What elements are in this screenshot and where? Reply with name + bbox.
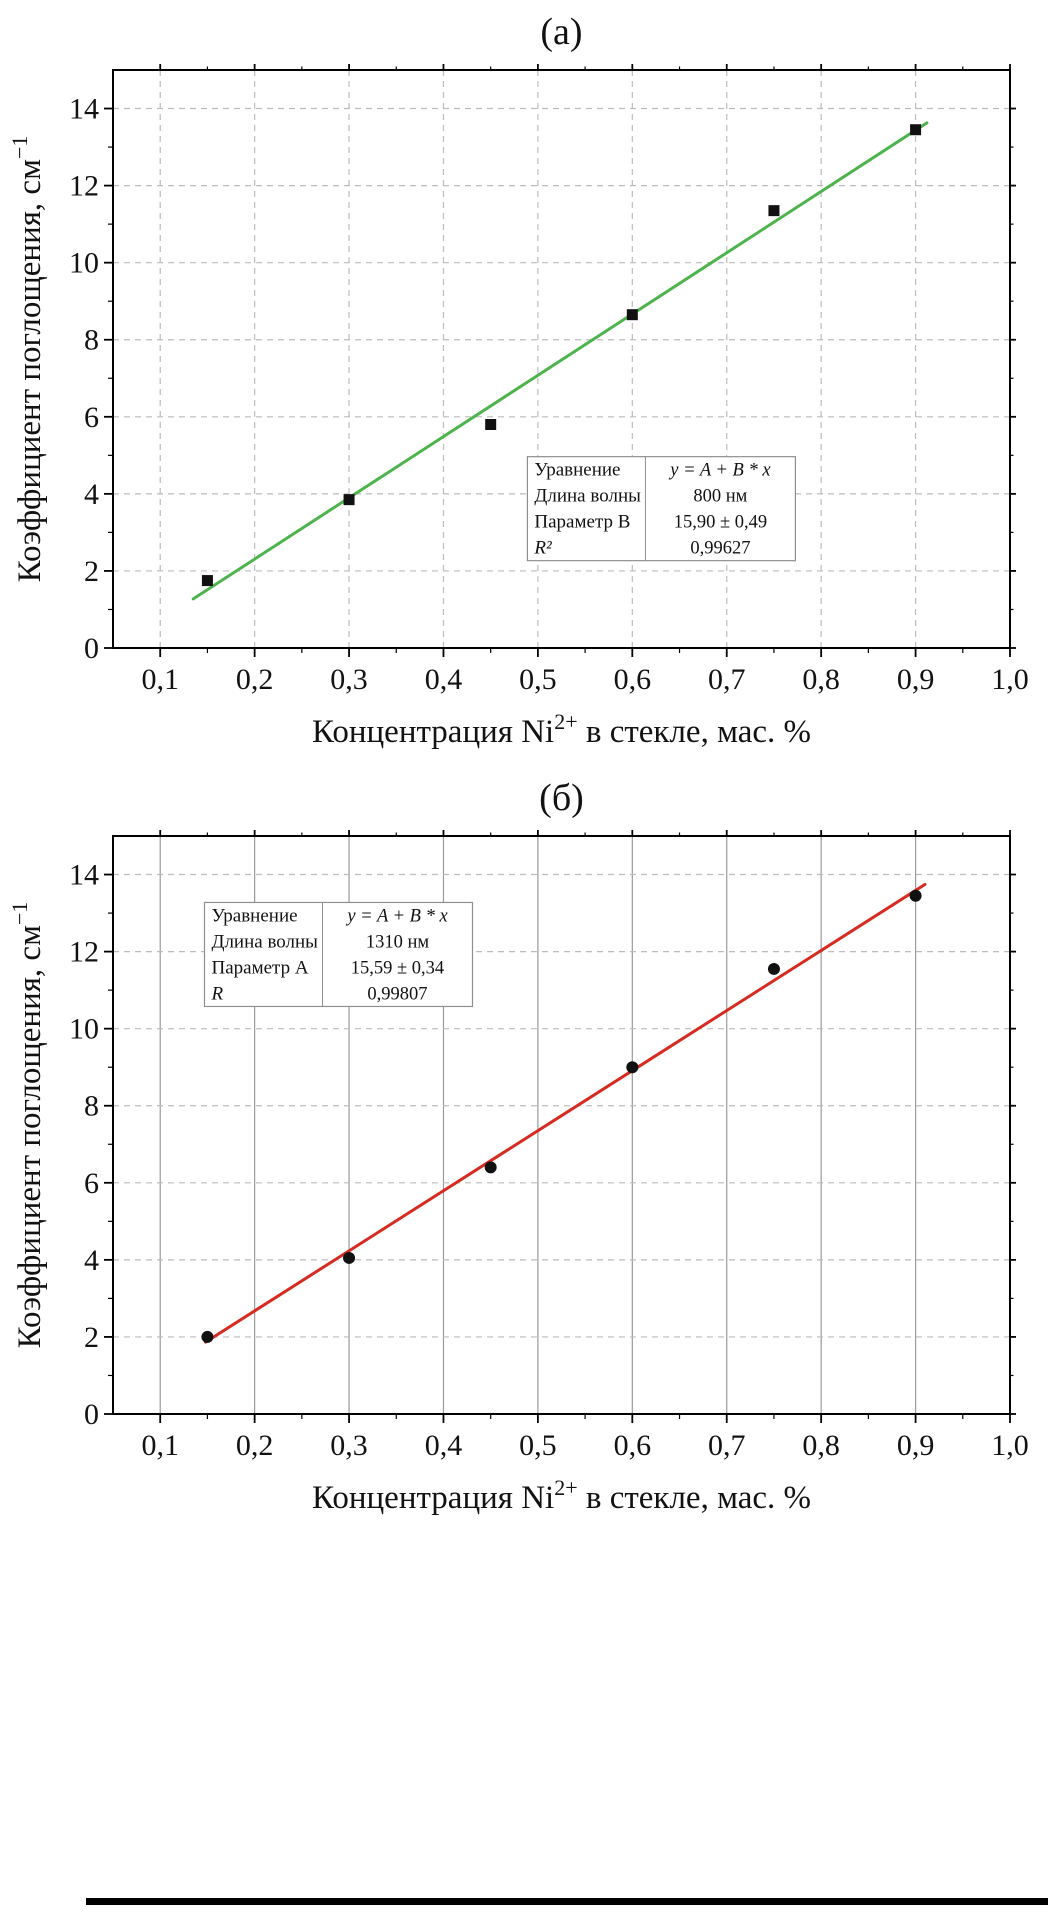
x-tick-label: 0,8: [802, 663, 840, 696]
data-point: [343, 1251, 356, 1264]
data-point: [626, 1061, 639, 1074]
x-tick-label: 0,2: [236, 663, 274, 696]
x-tick-label: 0,1: [141, 663, 179, 696]
data-point: [484, 1161, 497, 1174]
y-tick-label: 6: [84, 401, 99, 434]
inset-row-value: 800 нм: [693, 487, 747, 507]
inset-row-label: R: [210, 983, 223, 1004]
y-tick-label: 2: [84, 1321, 99, 1354]
inset-row-label: Уравнение: [534, 460, 620, 481]
x-tick-label: 0,5: [519, 663, 557, 696]
data-point: [343, 494, 355, 506]
fit-line: [191, 121, 929, 601]
bottom-scan-bar: [86, 1898, 1048, 1905]
y-axis-title: Коэффициент поглощения, см−1: [7, 902, 48, 1349]
data-point: [626, 309, 638, 321]
x-tick-label: 1,0: [991, 1429, 1029, 1462]
data-point: [201, 1330, 214, 1343]
inset-table: [526, 456, 797, 562]
plot-border: [112, 835, 1011, 1415]
y-tick-label: 8: [84, 324, 99, 357]
x-tick-label: 0,7: [708, 663, 746, 696]
y-tick-label: 6: [84, 1167, 99, 1200]
data-point: [485, 419, 497, 431]
y-tick-label: 10: [69, 247, 99, 280]
inset-row-label: Уравнение: [211, 905, 297, 926]
x-tick-label: 1,0: [991, 663, 1029, 696]
x-tick-label: 0,7: [708, 1429, 746, 1462]
inset-row-value: y = A + B * x: [345, 906, 448, 926]
y-tick-label: 14: [69, 93, 99, 126]
inset-row-value: 0,99807: [367, 984, 427, 1004]
inset-row-value: 15,90 ± 0,49: [674, 513, 767, 533]
x-tick-label: 0,9: [897, 663, 935, 696]
x-tick-label: 0,1: [141, 1429, 179, 1462]
y-axis-title: Коэффициент поглощения, см−1: [7, 136, 48, 583]
y-tick-label: 12: [69, 936, 99, 969]
y-tick-label: 2: [84, 555, 99, 588]
data-point: [201, 575, 213, 587]
x-tick-label: 0,6: [614, 663, 652, 696]
panel-title: (а): [540, 11, 582, 53]
x-tick-label: 0,2: [236, 1429, 274, 1462]
x-tick-label: 0,6: [614, 1429, 652, 1462]
inset-row-label: Длина волны: [211, 931, 318, 952]
inset-row-label: Параметр B: [534, 512, 630, 533]
inset-row-value: 1310 нм: [366, 932, 430, 952]
x-tick-label: 0,3: [330, 663, 368, 696]
x-tick-label: 0,4: [425, 663, 463, 696]
x-tick-label: 0,8: [802, 1429, 840, 1462]
y-tick-label: 0: [84, 1398, 99, 1431]
y-tick-label: 4: [84, 1244, 99, 1277]
x-tick-label: 0,9: [897, 1429, 935, 1462]
x-axis-title: Концентрация Ni2+ в стекле, мас. %: [312, 709, 811, 750]
plot-border: [112, 69, 1011, 649]
data-point: [909, 889, 922, 902]
x-tick-label: 0,4: [425, 1429, 463, 1462]
chart-panel-b: 0,1 0,2 0,3 0,4 0,5 0,6 0,7 0,8 0,9 1,0 0 2 4 6 8 10 12 1…: [7, 777, 1029, 1516]
panel-title: (б): [539, 777, 584, 819]
data-point: [767, 962, 780, 975]
inset-row-value: 0,99627: [690, 539, 750, 559]
y-tick-label: 14: [69, 859, 99, 892]
inset-row-label: Параметр A: [211, 957, 308, 978]
inset-table: [203, 901, 474, 1008]
y-tick-label: 4: [84, 478, 99, 511]
y-tick-label: 0: [84, 632, 99, 665]
y-tick-label: 12: [69, 170, 99, 203]
x-tick-label: 0,5: [519, 1429, 557, 1462]
x-tick-label: 0,3: [330, 1429, 368, 1462]
y-tick-label: 8: [84, 1090, 99, 1123]
inset-row-value: 15,59 ± 0,34: [351, 958, 444, 978]
inset-row-label: Длина волны: [534, 486, 641, 507]
y-tick-label: 10: [69, 1013, 99, 1046]
fit-line: [204, 882, 927, 1344]
footer-space: [0, 1532, 1052, 1916]
inset-row-value: y = A + B * x: [668, 461, 771, 481]
inset-row-label: R²: [533, 538, 552, 559]
data-point: [768, 205, 780, 217]
chart-panel-a: 0,1 0,2 0,3 0,4 0,5 0,6 0,7 0,8 0,9 1,0 0 2 4 6 8 10 12 1…: [7, 11, 1029, 750]
data-point: [910, 124, 922, 136]
x-axis-title: Концентрация Ni2+ в стекле, мас. %: [312, 1475, 811, 1516]
